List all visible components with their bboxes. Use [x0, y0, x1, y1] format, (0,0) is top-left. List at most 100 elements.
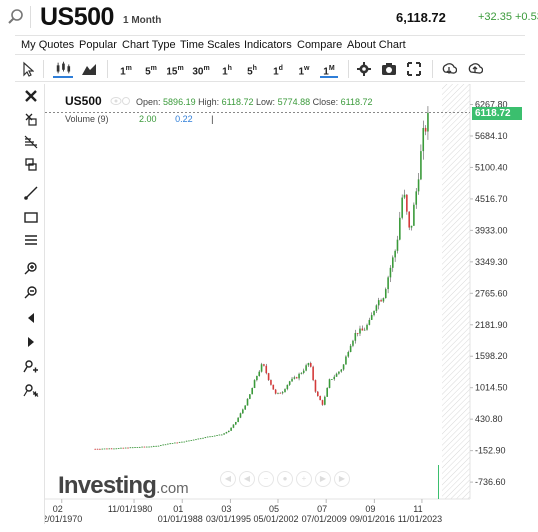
menu-popular[interactable]: Popular	[79, 39, 117, 51]
candle-body	[300, 372, 303, 374]
download-icon[interactable]	[441, 60, 457, 78]
y-tick-label: 5684.10	[475, 131, 508, 141]
nav-zoom-out-icon[interactable]: −	[258, 471, 274, 487]
timeframe-1M[interactable]: 1M	[320, 60, 338, 78]
timeframe-15m[interactable]: 15m	[166, 65, 184, 78]
nav-reset-icon[interactable]: ●	[277, 471, 293, 487]
candle-body	[195, 439, 197, 441]
timeframe-1h[interactable]: 1h	[222, 65, 232, 78]
candle-body	[326, 387, 328, 397]
candle-body	[169, 443, 171, 445]
nav-prev-icon[interactable]: ◀	[239, 471, 255, 487]
horizontal-lines-icon[interactable]	[23, 232, 39, 248]
candle-body	[349, 345, 352, 352]
fullscreen-icon[interactable]	[406, 60, 422, 78]
candle-body	[422, 127, 425, 152]
menu-indicators[interactable]: Indicators	[244, 39, 292, 51]
header-divider	[30, 6, 31, 28]
x-tick-label-top: 03	[221, 504, 231, 514]
area-chart-icon[interactable]	[81, 60, 97, 78]
candle-body	[298, 373, 300, 379]
candle-body	[138, 447, 141, 448]
x-tick-label-top: 11/01/1980	[108, 504, 152, 514]
nav-zoom-in-icon[interactable]: +	[296, 471, 312, 487]
menu-chart-type[interactable]: Chart Type	[122, 39, 176, 51]
y-tick-label: 4516.70	[475, 194, 508, 204]
zoom-out-icon[interactable]	[23, 284, 39, 300]
settings-icon[interactable]	[356, 60, 372, 78]
candle-body	[380, 300, 382, 302]
candle-body	[99, 448, 101, 450]
candle-body	[117, 448, 120, 449]
candle-body	[328, 379, 331, 388]
timeframe-1w[interactable]: 1w	[298, 65, 310, 78]
rectangle-icon[interactable]	[23, 209, 39, 225]
candle-body	[263, 364, 265, 366]
candle-body	[124, 447, 127, 449]
timeframe-1d[interactable]: 1d	[273, 65, 283, 78]
candle-body	[331, 379, 333, 380]
candle-body	[284, 389, 286, 393]
visibility-icon[interactable]	[109, 96, 131, 106]
candle-body	[216, 435, 218, 436]
menu-compare[interactable]: Compare	[297, 39, 343, 51]
add-icon[interactable]	[23, 358, 39, 374]
cursor-icon[interactable]	[22, 60, 34, 78]
arrow-right-icon[interactable]	[23, 334, 39, 350]
candle-body	[288, 381, 291, 385]
trend-line-icon[interactable]	[23, 185, 39, 201]
timeframe-30m[interactable]: 30m	[192, 65, 210, 78]
candle-body	[202, 437, 204, 439]
fibonacci-icon[interactable]	[23, 134, 39, 150]
candle-body	[375, 305, 378, 311]
candle-body	[277, 392, 279, 394]
timeframe-1m[interactable]: 1m	[120, 65, 132, 78]
nav-next-icon[interactable]: ▶	[315, 471, 331, 487]
close-label: Close:	[312, 97, 339, 107]
x-tick-label-top: 02	[53, 504, 63, 514]
price-change: +32.35 +0.53%	[478, 11, 538, 23]
candle-body	[199, 438, 202, 440]
candle-body	[143, 446, 146, 448]
candle-body	[176, 442, 179, 444]
upload-icon[interactable]	[467, 60, 483, 78]
candle-body	[270, 380, 272, 385]
candle-body	[317, 391, 319, 397]
close-icon[interactable]	[23, 88, 39, 104]
timeframe-5m[interactable]: 5m	[145, 65, 157, 78]
menu-about-chart[interactable]: About Chart	[347, 39, 406, 51]
candle-body	[127, 447, 129, 449]
candle-body	[192, 439, 195, 441]
candle-body	[101, 448, 104, 450]
high-value: 6118.72	[221, 97, 254, 107]
nav-first-icon[interactable]: ◀	[220, 471, 236, 487]
delete-drawings-icon[interactable]	[23, 111, 39, 127]
zoom-in-icon[interactable]	[23, 260, 39, 276]
y-tick-label: -152.90	[475, 446, 506, 456]
search-icon[interactable]	[7, 8, 25, 26]
candle-body	[225, 432, 228, 434]
candle-body	[244, 405, 246, 410]
shapes-icon[interactable]	[23, 157, 39, 173]
candle-body	[272, 384, 275, 390]
chart-toolbar: 1m 5m 15m 30m 1h 5h 1d 1w 1M	[15, 56, 525, 82]
price-chart[interactable]: 6267.80 5684.10 5100.40 4516.70 3933.00 3349.…	[45, 84, 525, 524]
menu-my-quotes[interactable]: My Quotes	[21, 39, 75, 51]
last-price: 6,118.72	[396, 10, 446, 25]
candle-body	[391, 257, 394, 268]
nav-last-icon[interactable]: ▶	[334, 471, 350, 487]
settings-tool-icon[interactable]	[23, 382, 39, 398]
interval-label: 1 Month	[123, 15, 162, 26]
candle-body	[106, 448, 108, 450]
chart-canvas[interactable]: 6267.80 5684.10 5100.40 4516.70 3933.00 3349.…	[45, 84, 525, 524]
candle-body	[368, 319, 371, 325]
timeframe-5h[interactable]: 5h	[247, 65, 257, 78]
candle-body	[115, 448, 118, 450]
camera-icon[interactable]	[381, 60, 397, 78]
candlestick-icon[interactable]	[53, 60, 73, 78]
candle-body	[134, 447, 136, 449]
menu-time-scales[interactable]: Time Scales	[180, 39, 241, 51]
arrow-left-icon[interactable]	[23, 310, 39, 326]
chart-navigation: ◀ ◀ − ● + ▶ ▶	[220, 468, 353, 487]
candle-body	[389, 267, 392, 278]
